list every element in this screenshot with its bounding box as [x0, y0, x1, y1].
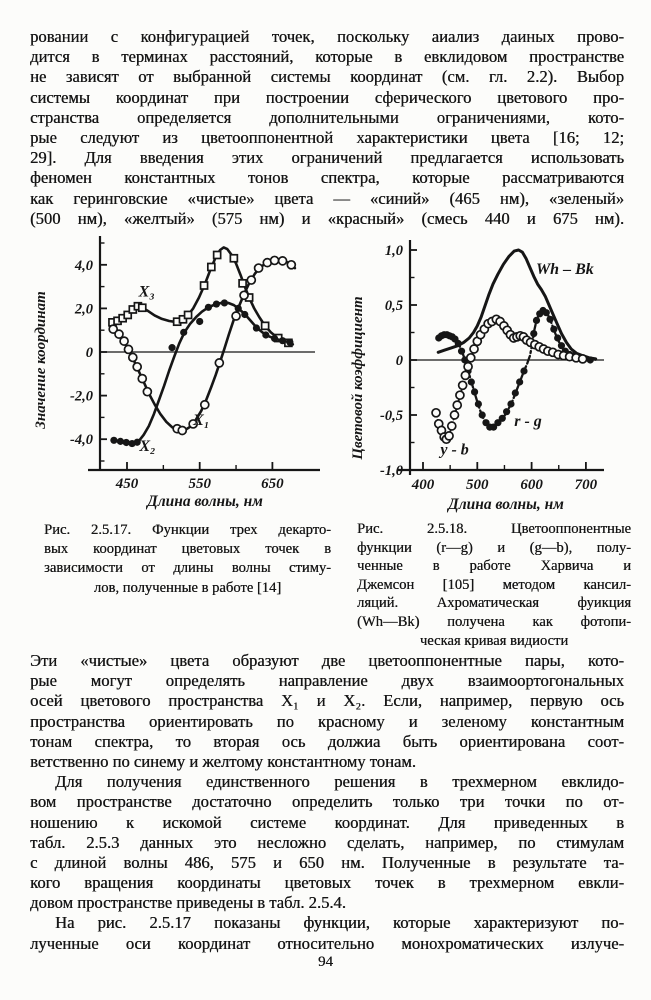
svg-text:0: 0: [86, 345, 93, 361]
body-text-upper: ровании с конфигурацией точек, поскольку…: [30, 27, 624, 229]
page-number: 94: [318, 954, 333, 970]
text-line: Для получения единственного решения в тр…: [55, 772, 624, 792]
svg-text:4,0: 4,0: [74, 258, 93, 274]
caption-line: Рис. 2.5.17. Функции трех декарто-: [44, 522, 331, 538]
svg-text:650: 650: [261, 476, 284, 492]
series-X1: [108, 255, 297, 436]
figure-2-5-17-caption: Рис. 2.5.17. Функции трех декарто-вых ко…: [44, 521, 331, 598]
svg-text:1,0: 1,0: [385, 243, 403, 259]
text-line: тонам спектра, то вторая ось должиа быть…: [30, 731, 624, 751]
text-line: На рис. 2.5.17 показаны функции, которые…: [55, 913, 624, 933]
svg-text:500: 500: [466, 477, 489, 493]
caption-line: (Wh—Bk) получена как фотопи-: [357, 613, 631, 630]
text-line: ровании с конфигурацией точек, поскольку…: [30, 27, 624, 46]
caption-line: Джемсон [105] методом кансил-: [357, 576, 631, 593]
text-line: рые следуют из цветооппонентной характер…: [30, 127, 624, 147]
text-line: пространства ориентировать по красному и…: [30, 711, 624, 731]
figure-2-5-18-chart: 1,0 0,5 0 -0,5 -1,0 400 500 600 700 Длина волны, …: [350, 240, 604, 513]
text-line: довом пространстве приведены в табл. 2.5…: [30, 893, 346, 913]
svg-text:-4,0: -4,0: [70, 432, 93, 448]
svg-text:-2,0: -2,0: [70, 389, 93, 405]
text-line: феномен константных тонов спектра, котор…: [30, 168, 624, 188]
caption-line: ляций. Ахроматическая фуикция: [357, 595, 631, 612]
text-line: (500 нм), «желтый» (575 нм) и «красный» …: [30, 208, 624, 228]
axes: [88, 236, 320, 472]
series-X3: [108, 246, 295, 348]
text-line: не зависят от выбранной системы координа…: [30, 67, 624, 87]
text-line: вом пространстве достаточно определить т…: [30, 792, 624, 812]
caption-line: вых координат цветовых точек в: [44, 541, 331, 558]
text-line: осей цветового пространства X₁ и X₂. Есл…: [30, 691, 624, 711]
text-line: странства определяется дополнительными о…: [30, 107, 624, 127]
text-line: дится в терминах расстояний, которые в е…: [30, 47, 624, 67]
text-line: Эти «чистые» цвета образуют две цветоопп…: [30, 651, 624, 670]
y-axis-title: Значение координат: [33, 291, 49, 429]
svg-text:550: 550: [188, 476, 211, 492]
series-y-b: [431, 314, 597, 445]
caption-line: функции (r—g) и (g—b), полу-: [357, 539, 631, 556]
svg-text:-0,5: -0,5: [380, 408, 403, 424]
text-line: как геринговские «чистые» цвета — «синий…: [30, 188, 624, 208]
text-line: 29]. Для введения этих ограничений предл…: [30, 148, 624, 168]
caption-line: Рис. 2.5.18. Цветооппонентные: [357, 521, 631, 537]
svg-text:-1,0: -1,0: [380, 463, 403, 479]
curve-label: Wh – Bk: [536, 261, 594, 278]
text-line: рые могут определять направление двух вз…: [30, 671, 624, 691]
curve-label: X₃: [138, 283, 155, 300]
curve-label: X₁: [192, 412, 209, 429]
series-X2: [110, 299, 294, 448]
curve-label: X₂: [138, 438, 155, 455]
x-axis-title: Длина волны, нм: [145, 493, 263, 510]
series-Wh-Bk: [436, 248, 598, 361]
text-line: системы координат при построении сфериче…: [30, 87, 624, 107]
text-line: кого вращения координаты цветовых точек …: [30, 873, 624, 893]
svg-text:2,0: 2,0: [74, 301, 93, 317]
svg-text:0: 0: [396, 353, 403, 369]
caption-line: ческая кривая видиости: [419, 632, 569, 649]
text-line: ношению к искомой системе координат. Для…: [30, 812, 624, 832]
svg-text:600: 600: [520, 477, 543, 493]
svg-text:400: 400: [411, 477, 435, 493]
text-line: с длиной волны 486, 575 и 650 нм. Получе…: [30, 852, 624, 872]
curve-label: r - g: [514, 413, 542, 430]
caption-line: ченные в работе Харвича и: [357, 558, 631, 575]
x-axis-title: Длина волны, нм: [446, 496, 564, 513]
caption-line: зависимости от длины волны стиму-: [44, 560, 331, 577]
text-line: ветственно по синему и желтому константн…: [30, 751, 416, 771]
caption-line: лов, полученные в работе [14]: [93, 579, 282, 596]
svg-text:700: 700: [575, 477, 598, 493]
text-line: лученные оси координат относительно моно…: [30, 933, 624, 953]
body-text-lower: Эти «чистые» цвета образуют две цветоопп…: [30, 651, 624, 954]
y-axis-title: Цветовой коэффициент: [350, 296, 366, 460]
svg-text:450: 450: [115, 476, 139, 492]
figure-2-5-18-caption: Рис. 2.5.18. Цветооппонентные функции (r—…: [357, 520, 631, 650]
text-line: табл. 2.5.3 данных это несложно сделать,…: [30, 832, 624, 852]
axis-labels: 1,0 0,5 0 -0,5 -1,0 400 500 600 700 Длина волны, …: [350, 243, 598, 513]
curve-label: y - b: [438, 442, 468, 459]
svg-text:0,5: 0,5: [385, 298, 403, 314]
